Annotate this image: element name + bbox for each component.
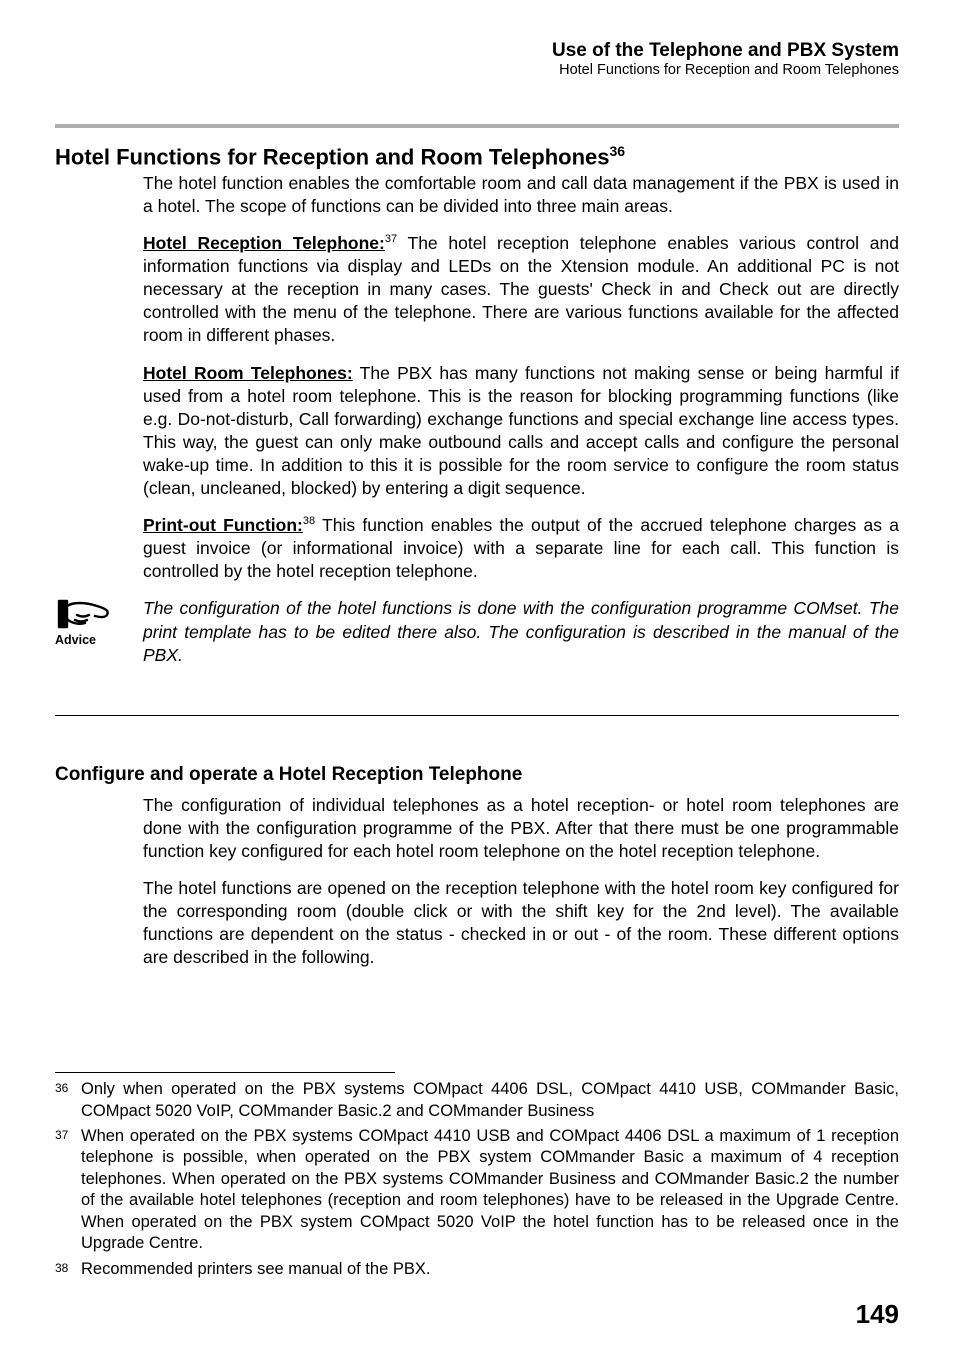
footnote-36-marker: 36 xyxy=(55,1079,81,1122)
footnote-rule xyxy=(55,1072,395,1073)
footnote-38-text: Recommended printers see manual of the P… xyxy=(81,1259,899,1280)
footnote-36-text: Only when operated on the PBX systems CO… xyxy=(81,1079,899,1122)
header-rule xyxy=(55,124,899,128)
advice-icon-container: Advice xyxy=(55,597,143,647)
room-paragraph: Hotel Room Telephones: The PBX has many … xyxy=(143,362,899,501)
running-title: Use of the Telephone and PBX System xyxy=(55,40,899,62)
running-subtitle: Hotel Functions for Reception and Room T… xyxy=(55,62,899,78)
footnote-37: 37 When operated on the PBX systems COMp… xyxy=(55,1126,899,1255)
intro-paragraph: The hotel function enables the comfortab… xyxy=(143,172,899,218)
subsection-p2: The hotel functions are opened on the re… xyxy=(143,877,899,969)
subsection-p1: The configuration of individual telephon… xyxy=(143,794,899,863)
subsection-heading: Configure and operate a Hotel Reception … xyxy=(55,764,899,786)
reception-footnote-ref: 37 xyxy=(385,233,397,245)
footnote-37-marker: 37 xyxy=(55,1126,81,1255)
running-head: Use of the Telephone and PBX System Hote… xyxy=(55,40,899,78)
print-label: Print-out Function: xyxy=(143,515,303,535)
advice-text: The configuration of the hotel functions… xyxy=(143,597,899,666)
print-paragraph: Print-out Function:38 This function enab… xyxy=(143,514,899,583)
pointing-hand-icon xyxy=(55,597,113,631)
section-body: The hotel function enables the comfortab… xyxy=(143,172,899,584)
page-number: 149 xyxy=(856,1299,899,1330)
advice-block: Advice The configuration of the hotel fu… xyxy=(55,597,899,666)
subsection-rule xyxy=(55,715,899,716)
section-heading: Hotel Functions for Reception and Room T… xyxy=(55,142,899,172)
footnote-37-text: When operated on the PBX systems COMpact… xyxy=(81,1126,899,1255)
advice-label: Advice xyxy=(55,633,143,647)
section-heading-footnote-ref: 36 xyxy=(610,143,626,159)
room-label: Hotel Room Telephones: xyxy=(143,363,353,383)
footnote-38: 38 Recommended printers see manual of th… xyxy=(55,1259,899,1280)
reception-label: Hotel Reception Telephone: xyxy=(143,233,385,253)
subsection-body: The configuration of individual telephon… xyxy=(143,794,899,970)
footnotes: 36 Only when operated on the PBX systems… xyxy=(55,1072,899,1284)
print-footnote-ref: 38 xyxy=(303,515,315,527)
reception-paragraph: Hotel Reception Telephone:37 The hotel r… xyxy=(143,232,899,347)
footnote-38-marker: 38 xyxy=(55,1259,81,1280)
page-content: Use of the Telephone and PBX System Hote… xyxy=(0,0,954,999)
section-heading-text: Hotel Functions for Reception and Room T… xyxy=(55,144,610,169)
footnote-36: 36 Only when operated on the PBX systems… xyxy=(55,1079,899,1122)
